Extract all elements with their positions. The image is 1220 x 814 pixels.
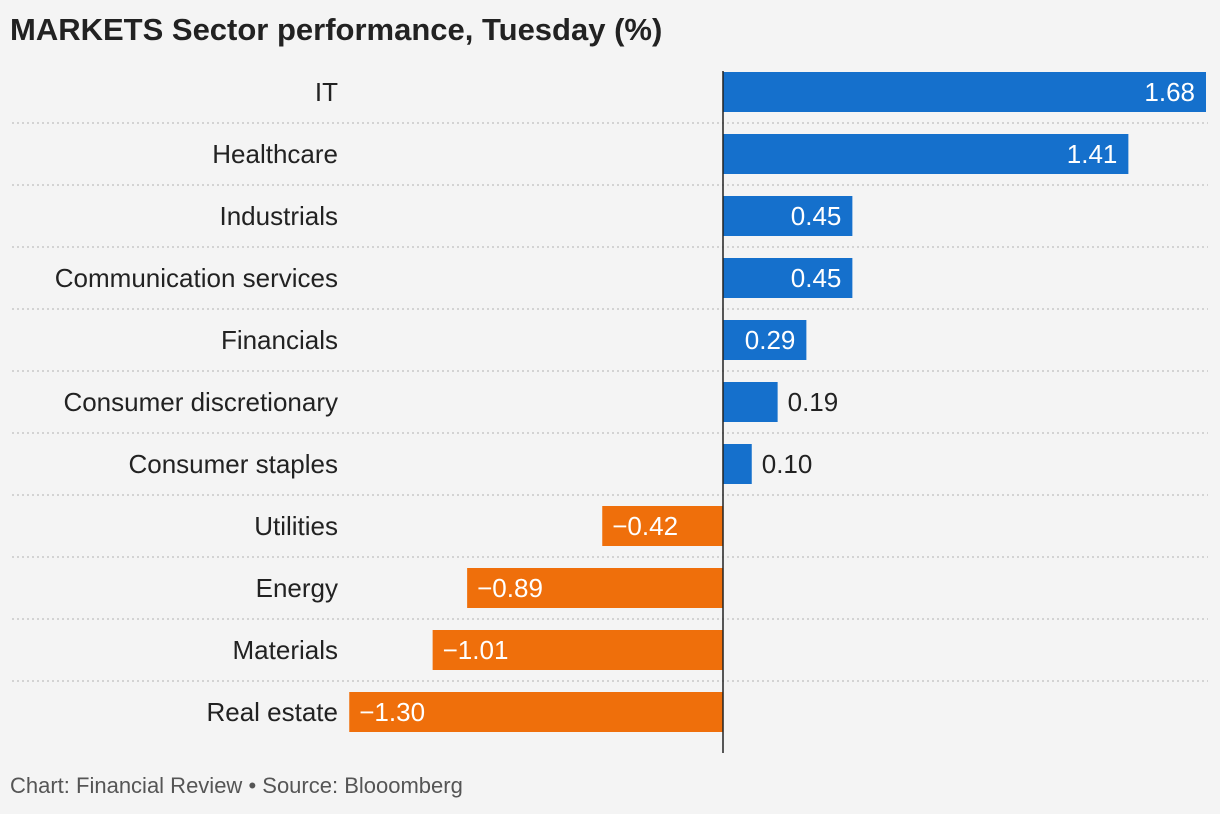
chart-footer: Chart: Financial Review • Source: Blooom… (10, 773, 463, 799)
category-label: Consumer staples (128, 449, 338, 479)
chart-title: MARKETS Sector performance, Tuesday (%) (10, 12, 663, 47)
bars (349, 72, 1206, 732)
value-label: −0.42 (612, 511, 678, 541)
value-label: 1.68 (1144, 77, 1195, 107)
bar-consumer-discretionary (723, 382, 778, 422)
bar-energy (467, 568, 723, 608)
bar-healthcare (723, 134, 1129, 174)
value-label: 0.29 (745, 325, 796, 355)
value-label: −1.01 (443, 635, 509, 665)
value-labels: 1.68 1.41 0.45 0.45 0.29 0.19 0.10 −0.42 −0.89 −1… (359, 77, 1195, 727)
bar-financials (723, 320, 807, 360)
category-label: Consumer discretionary (63, 387, 338, 417)
category-label: Financials (221, 325, 338, 355)
bar-materials (432, 630, 723, 670)
bar-it (723, 72, 1206, 112)
category-label: Communication services (55, 263, 338, 293)
footer-source: Source: Blooomberg (262, 773, 463, 798)
footer-separator: • (248, 773, 257, 798)
value-label: 0.10 (762, 449, 813, 479)
bar-communication-services (723, 258, 853, 298)
category-label: Industrials (220, 201, 339, 231)
bar-consumer-staples (723, 444, 752, 484)
category-label: Utilities (254, 511, 338, 541)
gridlines (12, 122, 1208, 682)
value-label: −0.89 (477, 573, 543, 603)
category-label: Materials (233, 635, 338, 665)
category-label: Healthcare (212, 139, 338, 169)
value-label: −1.30 (359, 697, 425, 727)
value-label: 0.45 (791, 263, 842, 293)
footer-credit: Chart: Financial Review (10, 773, 243, 798)
category-label: Energy (256, 573, 338, 603)
value-label: 1.41 (1067, 139, 1118, 169)
bar-industrials (723, 196, 853, 236)
bar-real-estate (349, 692, 723, 732)
category-label: IT (315, 77, 338, 107)
value-label: 0.45 (791, 201, 842, 231)
value-label: 0.19 (788, 387, 839, 417)
category-label: Real estate (206, 697, 338, 727)
category-labels: IT Healthcare Industrials Communication ser… (55, 77, 338, 727)
bar-utilities (602, 506, 723, 546)
